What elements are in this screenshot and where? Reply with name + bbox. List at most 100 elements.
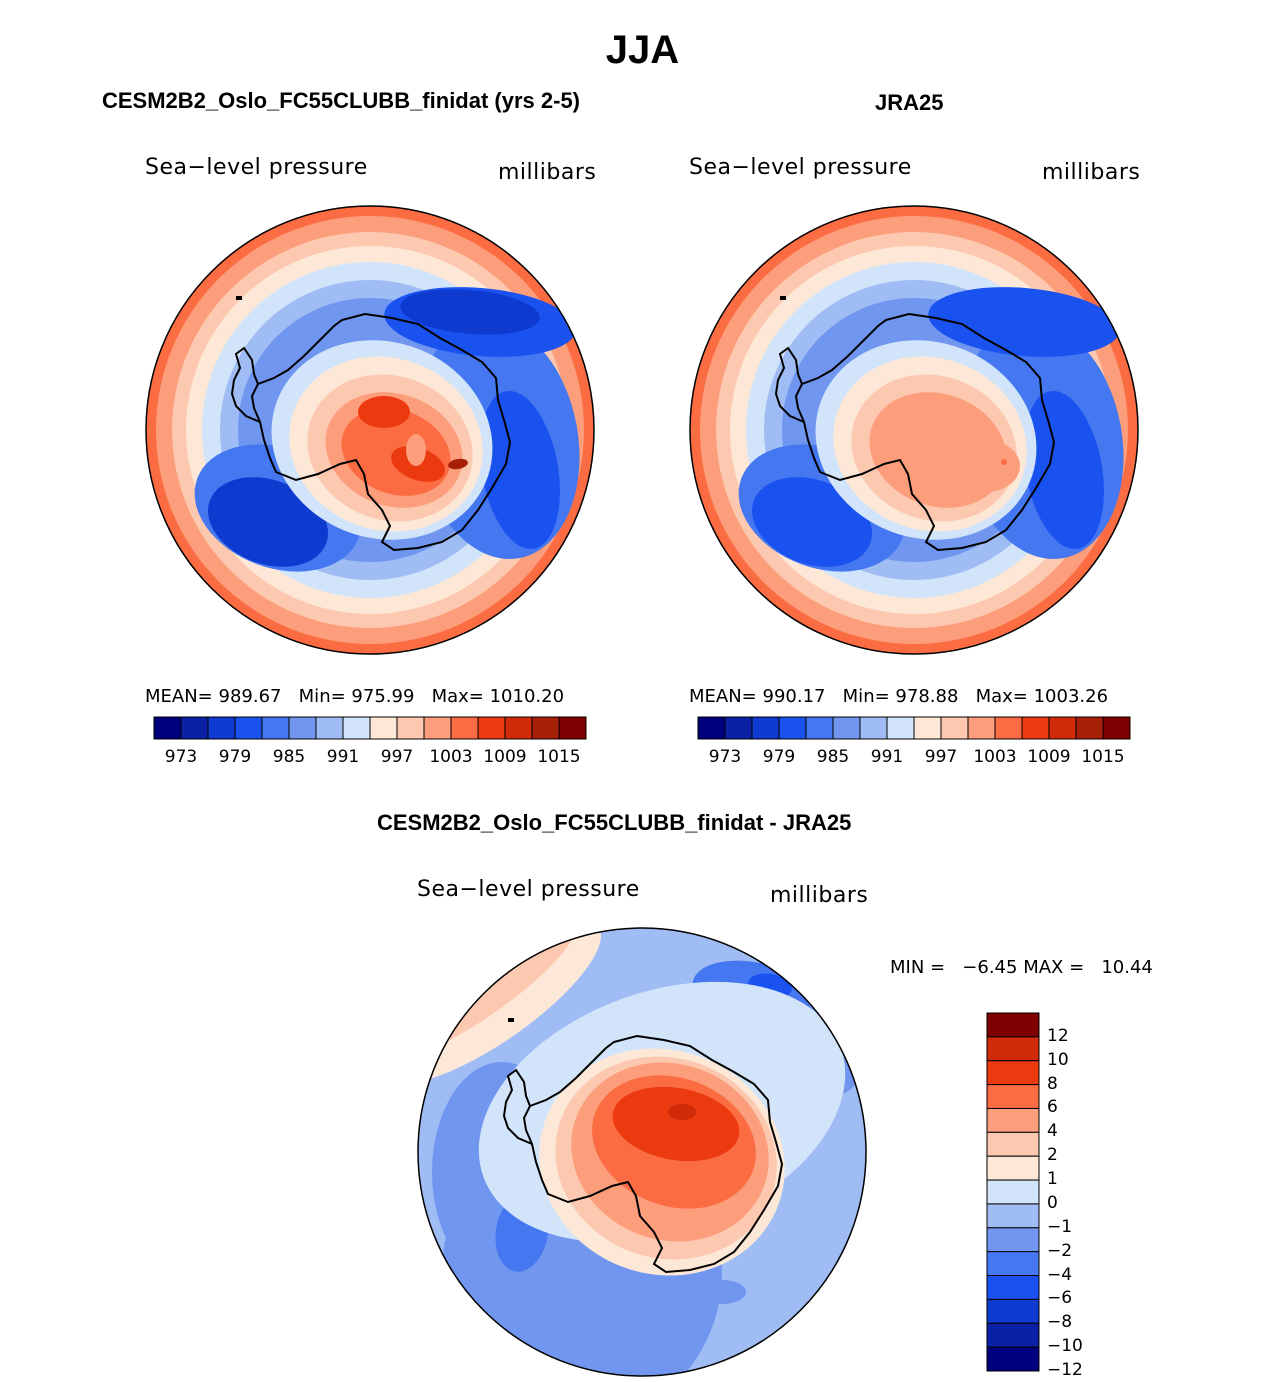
panel-1-mean-label: MEAN= (145, 686, 213, 707)
panel-1-colorbar-tick: 1015 (537, 747, 581, 767)
trough-lobe-west (751, 477, 873, 567)
panel-3-colorbar-tick: −1 (1047, 1216, 1073, 1237)
panel-2-colorbar-swatch-11 (994, 716, 1023, 740)
panel-2-min: 978.88 (895, 686, 959, 707)
panel-2-colorbar-swatch-4 (805, 716, 834, 740)
panel-1-map (146, 206, 594, 654)
panel-3-colorbar-tick: 4 (1047, 1121, 1058, 1142)
panel-2-mean-label: MEAN= (689, 686, 757, 707)
panel-3-peninsula (502, 1068, 533, 1145)
panel-2-colorbar-swatch-2 (751, 716, 780, 740)
panel-3-colorbar-swatch-5 (986, 1131, 1040, 1157)
high-peak (448, 458, 468, 470)
panel-3-colorbar-tick: 1 (1047, 1169, 1058, 1190)
panel-3-map (418, 928, 866, 1376)
panel-3-colorbar-tick: 0 (1047, 1192, 1058, 1213)
panel-3-colorbar-swatch-4 (986, 1107, 1040, 1133)
panel-3-colorbar-tick: 6 (1047, 1097, 1058, 1118)
panel-3-colorbar-swatch-3 (986, 1084, 1040, 1109)
panel-1-colorbar-swatch-14 (531, 716, 560, 740)
colorbars (153, 716, 1131, 1372)
panel-3-map-border (417, 927, 867, 1377)
panel-2-max-label: Max= (975, 686, 1028, 707)
panel-2-colorbar-swatch-10 (967, 716, 996, 740)
panel-3-colorbar-tick: −6 (1047, 1288, 1073, 1309)
panel-2-colorbar-tick: 979 (762, 747, 796, 767)
panel-1-min: 975.99 (351, 686, 415, 707)
panel-2-island (780, 296, 786, 300)
panel-2-colorbar-tick: 1015 (1081, 747, 1125, 767)
trough-lobe-east (1024, 390, 1104, 550)
panel-2-colorbar-tick: 991 (870, 747, 904, 767)
panel-3-colorbar-tick: 2 (1047, 1145, 1058, 1166)
panel-1-colorbar-swatch-2 (207, 716, 236, 740)
panel-1-max: 1010.20 (489, 686, 565, 707)
panel-3-colorbar-swatch-2 (986, 1060, 1040, 1086)
panel-2-colorbar-swatch-3 (778, 716, 807, 740)
panel-2-map-border (689, 205, 1139, 655)
high-hole (406, 434, 426, 466)
panel-2-antarctica (794, 312, 1056, 552)
panel-1-antarctica (250, 312, 512, 552)
panel-2-colorbar-tick: 997 (924, 747, 958, 767)
panel-1-units: millibars (498, 160, 597, 185)
panel-2-max: 1003.26 (1033, 686, 1109, 707)
panel-2-colorbar-swatch-1 (724, 716, 753, 740)
panel-3-colorbar-swatch-1 (986, 1036, 1040, 1062)
panel-2-colorbar-tick: 985 (816, 747, 850, 767)
panel-1-colorbar-swatch-12 (477, 716, 506, 740)
panel-3-min: −6.45 (962, 957, 1018, 978)
panel-3-colorbar-swatch-12 (986, 1298, 1040, 1324)
panel-2-colorbar-swatch-8 (913, 716, 942, 740)
panel-1-colorbar-swatch-0 (153, 716, 182, 740)
panel-1-colorbar-tick: 997 (380, 747, 414, 767)
panel-1-colorbar-swatch-9 (396, 716, 425, 740)
panel-2-colorbar-swatch-6 (859, 716, 888, 740)
panel-2-stats: MEAN= 990.17 Min= 978.88 Max= 1003.26 (689, 686, 1108, 707)
high-peak (1001, 459, 1007, 465)
panel-3-colorbar-swatch-7 (986, 1179, 1040, 1205)
panel-3-colorbar-swatch-13 (986, 1322, 1040, 1348)
panel-3-min-label: MIN = (890, 957, 946, 978)
panel-3-colorbar-tick: 8 (1047, 1073, 1058, 1094)
panel-1-colorbar-swatch-6 (315, 716, 344, 740)
panel-3-units: millibars (770, 883, 869, 908)
panel-1-mean: 989.67 (218, 686, 282, 707)
panel-1-colorbar-swatch-13 (504, 716, 533, 740)
panel-1-colorbar-swatch-7 (342, 716, 371, 740)
panel-2-colorbar-swatch-0 (697, 716, 726, 740)
panel-1-island (236, 296, 242, 300)
panel-3-colorbar-tick: −8 (1047, 1312, 1073, 1333)
panel-2-colorbar-swatch-5 (832, 716, 861, 740)
trough-lobe-north (944, 289, 1084, 335)
high-ring-4 (952, 440, 1020, 492)
panel-1-max-label: Max= (431, 686, 484, 707)
diff-pos-ring-4 (612, 1086, 740, 1162)
panel-2-colorbar-swatch-15 (1102, 716, 1131, 740)
panel-3-stats: MIN = −6.45 MAX = 10.44 (890, 957, 1153, 978)
panel-2-mean: 990.17 (762, 686, 826, 707)
panel-1-colorbar-tick: 979 (218, 747, 252, 767)
panel-3-colorbar-swatch-10 (986, 1251, 1040, 1277)
trough-lobe-east (480, 390, 560, 550)
panel-3-antarctica (522, 1034, 784, 1274)
panel-1-colorbar-tick: 1009 (483, 747, 527, 767)
panel-3-colorbar-swatch-6 (986, 1155, 1040, 1181)
panel-2-colorbar-swatch-9 (940, 716, 969, 740)
panel-1-colorbar-swatch-5 (288, 716, 317, 740)
panel-2-colorbar-swatch-13 (1048, 716, 1077, 740)
panel-2-colorbar-tick: 1009 (1027, 747, 1071, 767)
panel-1-colorbar-tick: 991 (326, 747, 360, 767)
panel-3-colorbar-swatch-14 (986, 1346, 1040, 1372)
panel-1-map-border (145, 205, 595, 655)
panel-3-colorbar-tick: −2 (1047, 1240, 1073, 1261)
panel-1-colorbar-swatch-4 (261, 716, 290, 740)
map-overlays (145, 205, 1139, 1377)
panel-1-colorbar-swatch-1 (180, 716, 209, 740)
panel-1-colorbar-tick: 985 (272, 747, 306, 767)
panel-2-map (690, 206, 1138, 654)
panel-3-title: CESM2B2_Oslo_FC55CLUBB_finidat - JRA25 (377, 810, 852, 835)
panel-1-min-label: Min= (298, 686, 346, 707)
panel-3-max: 10.44 (1101, 957, 1153, 978)
